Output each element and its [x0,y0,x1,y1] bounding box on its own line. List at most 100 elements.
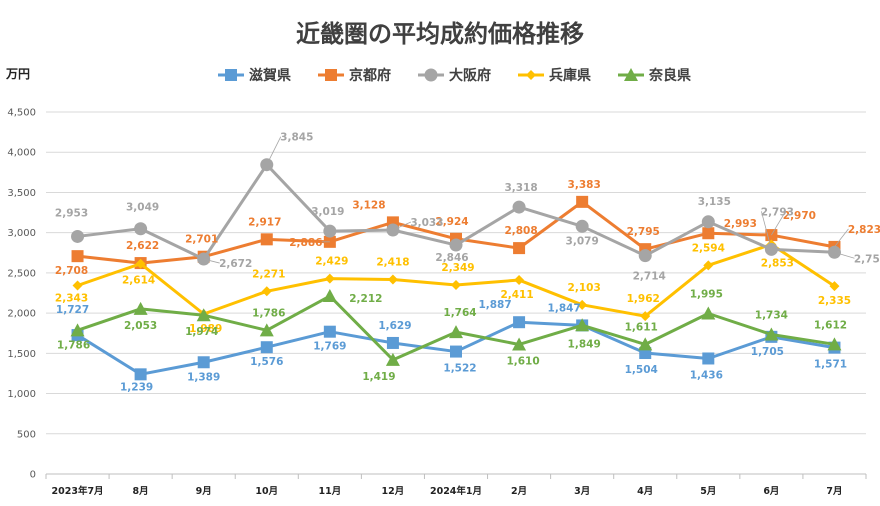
data-label: 2,708 [55,265,88,277]
y-tick-label: 2,000 [7,309,36,320]
data-point [70,323,85,337]
data-label: 3,079 [566,235,599,247]
data-point [701,306,716,320]
data-point [702,352,715,365]
legend-label: 兵庫県 [549,67,591,84]
data-label: 2,924 [435,216,468,228]
x-tick-label: 9月 [196,486,212,497]
data-point [827,337,842,351]
data-point [323,224,337,238]
data-label: 2,846 [435,252,468,264]
x-tick-label: 2024年1月 [430,485,482,497]
data-label: 2,672 [219,258,252,270]
y-tick-label: 4,000 [7,148,36,159]
data-label: 1,436 [690,369,723,381]
x-tick-label: 5月 [700,486,716,497]
data-point [513,242,526,255]
y-tick-label: 1,000 [7,389,36,400]
series-5 [70,289,842,366]
x-tick-label: 4月 [637,486,653,497]
data-label: 2,349 [441,262,474,274]
data-label: 3,049 [126,202,159,214]
data-label: 2,335 [818,295,851,307]
data-label: 2,212 [349,293,382,305]
data-label: 2,823 [848,224,880,236]
legend-item: 兵庫県 [518,67,591,84]
data-label: 1,612 [814,319,847,331]
y-tick-label: 2,500 [7,268,36,279]
data-point [701,215,715,229]
legend-label: 大阪府 [449,67,491,84]
x-axis-ticks: 2023年7月 8月 9月 10月 11月 12月 2024年1月 2月 3月 4月 5月 6月 7月 [45,474,867,497]
data-label: 2,053 [124,320,157,332]
x-tick-label: 3月 [574,486,590,497]
data-point [72,280,83,291]
data-label: 3,135 [698,196,731,208]
legend-label: 滋賀県 [249,67,291,84]
x-tick-label: 7月 [826,486,842,497]
data-point [640,311,651,322]
data-label: 1,727 [56,304,89,316]
data-point [451,280,461,291]
data-label: 1,962 [627,293,660,305]
data-label: 1,769 [313,341,346,353]
data-point [575,318,590,332]
data-point [386,336,399,349]
data-label: 1,522 [443,363,476,375]
leader-line [760,211,772,250]
data-point [260,233,273,246]
data-label: 2,917 [248,216,281,228]
data-label: 1,995 [690,289,723,301]
data-point [702,227,715,240]
data-label: 1,611 [625,321,658,333]
data-label: 2,343 [55,293,88,305]
data-label: 3,383 [568,179,601,191]
data-label: 2,418 [376,256,409,268]
data-label: 1,419 [362,371,395,383]
data-label: 2,271 [252,268,285,280]
data-point [449,325,463,339]
leader-line [771,214,784,236]
data-point [260,341,273,354]
data-point [71,229,85,243]
data-label: 3,845 [280,132,313,144]
data-label: 2,970 [783,210,816,222]
data-label: 1,989 [189,323,222,335]
data-label: 2,993 [724,218,757,230]
data-point [324,273,335,284]
data-labels: 1,727 1,239 1,389 1,576 1,769 1,629 1,522 1,887… [55,132,880,394]
y-axis-unit-label: 万円 [5,67,30,81]
leader-line [834,251,855,259]
data-label: 1,389 [187,371,220,383]
data-point [261,286,272,297]
leader-line [266,136,282,165]
data-point [71,250,84,263]
data-point [385,352,400,366]
data-label: 2,411 [500,289,533,301]
series-group [70,158,842,381]
data-label: 3,318 [504,182,537,194]
data-point [577,299,588,310]
data-label: 1,974 [185,326,218,338]
data-label: 2,714 [633,271,666,283]
legend-marker [325,69,337,81]
data-point [323,325,336,338]
data-label: 1,576 [250,356,283,368]
data-label: 2,886 [289,237,322,249]
x-tick-label: 6月 [763,486,779,497]
data-label: 1,705 [751,346,784,358]
y-tick-label: 0 [30,470,36,481]
data-point [322,289,337,303]
data-point [703,260,714,271]
leader-line [392,221,412,231]
data-label: 1,786 [57,339,90,351]
data-label: 1,629 [378,320,411,332]
legend-marker [526,70,536,80]
data-point [576,195,589,208]
data-label: 3,019 [311,206,344,218]
gridlines [46,111,866,475]
data-label: 1,847 [548,302,581,314]
data-point [197,356,210,369]
